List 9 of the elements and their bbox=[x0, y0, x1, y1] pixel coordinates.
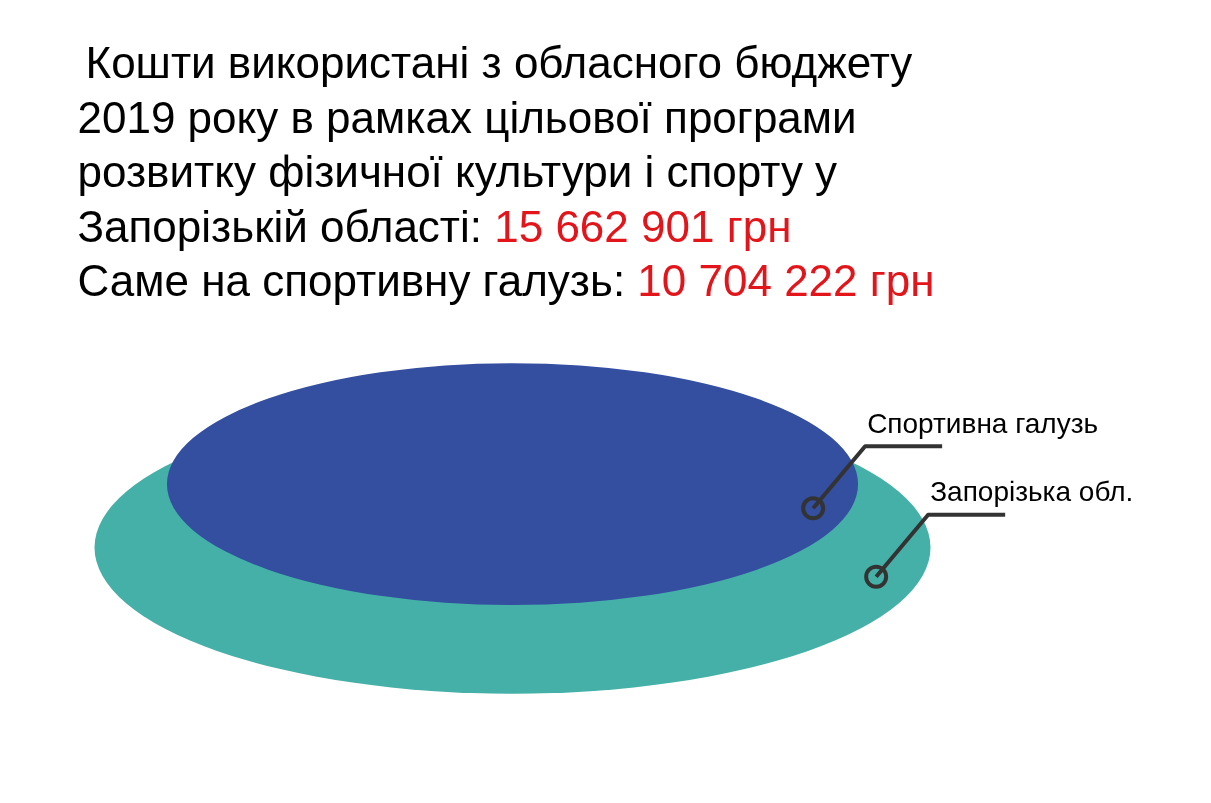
text: Кошти використані з обласного бюджету 2019 року в рамках цільової програми розвитку фізичної культури і спорту у bbox=[77, 38, 913, 197]
text: Запорізька обл. bbox=[930, 476, 1134, 508]
text: : bbox=[612, 256, 626, 305]
text: : bbox=[469, 201, 483, 251]
text: Спортивна галузь bbox=[867, 407, 1099, 439]
data-label: 10 704 222 грн bbox=[637, 256, 935, 305]
data-label: 15 662 901 грн bbox=[494, 201, 792, 251]
category-label: Саме на спортивну галузь bbox=[77, 256, 613, 305]
category-label: Запорізькій області bbox=[77, 201, 470, 251]
